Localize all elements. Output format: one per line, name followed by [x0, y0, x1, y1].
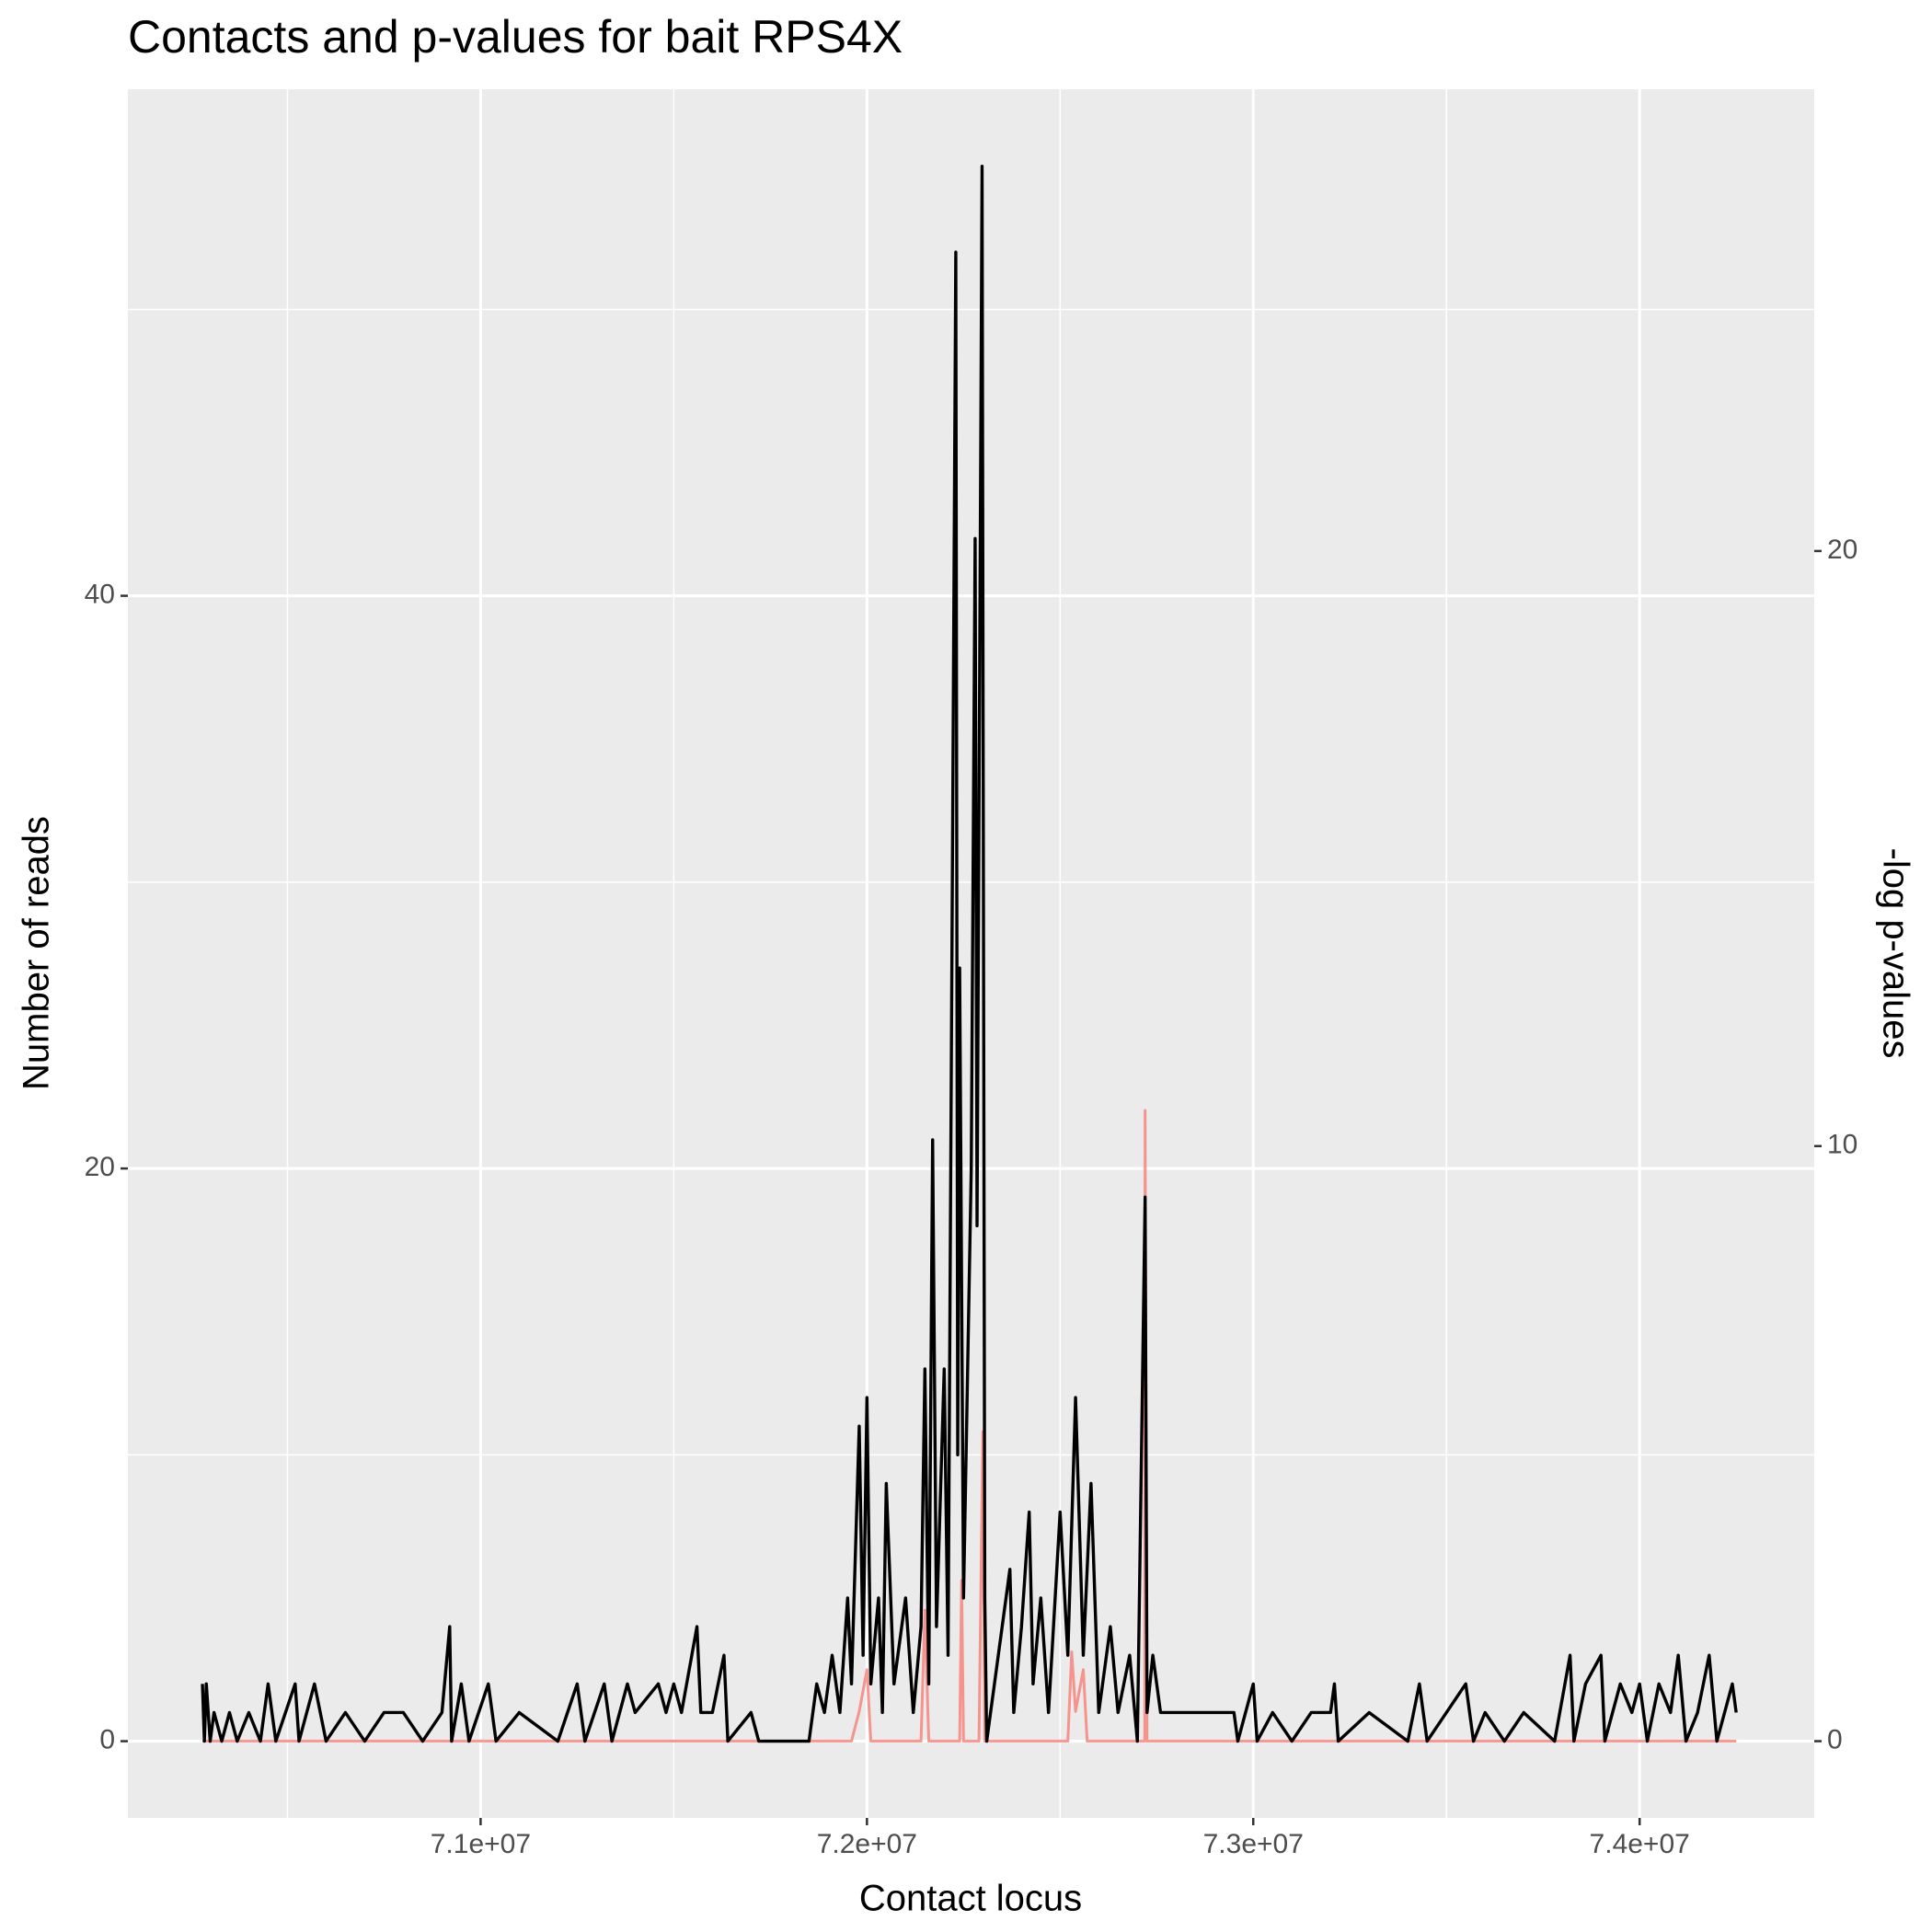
x-tick-label: 7.4e+07	[1590, 1829, 1690, 1859]
x-tick-label: 7.3e+07	[1203, 1829, 1304, 1859]
x-tick-label: 7.1e+07	[431, 1829, 531, 1859]
y2-tick-label: 20	[1827, 535, 1857, 565]
y2-tick-label: 10	[1827, 1130, 1857, 1160]
y-axis-label: Number of reads	[17, 816, 57, 1090]
data-line	[201, 165, 1738, 1743]
x-tick-label: 7.2e+07	[817, 1829, 917, 1859]
y2-tick-label: 0	[1827, 1724, 1843, 1754]
data-line	[202, 1109, 1737, 1743]
x-axis-label: Contact locus	[859, 1879, 1082, 1919]
y-tick-label: 40	[85, 580, 115, 610]
chart-title: Contacts and p-values for bait RPS4X	[128, 11, 903, 63]
y-tick-label: 20	[85, 1152, 115, 1182]
y-tick-label: 0	[99, 1725, 115, 1755]
y2-axis-label: -log p-values	[1875, 847, 1915, 1058]
